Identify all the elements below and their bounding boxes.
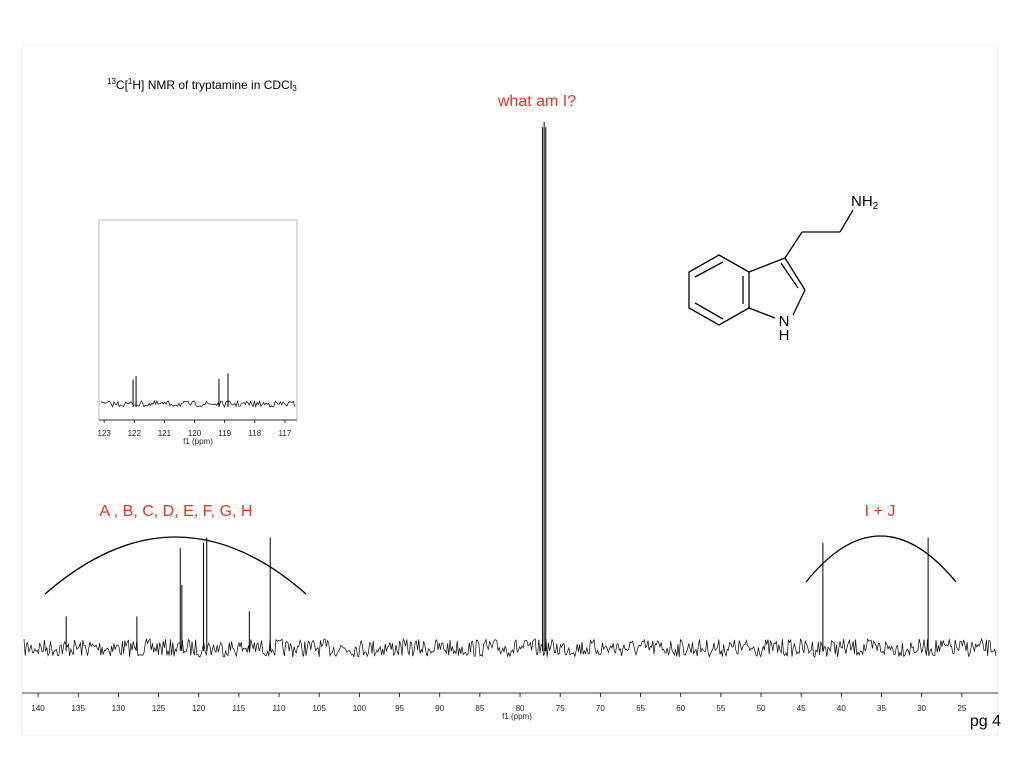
x-tick-label: 60: [676, 704, 685, 713]
x-tick-label: 30: [917, 704, 926, 713]
x-tick-label: 135: [72, 704, 86, 713]
x-tick-label: 70: [596, 704, 605, 713]
x-tick-label: 65: [636, 704, 645, 713]
chart-title: 13C[1H] NMR of tryptamine in CDCl3: [107, 77, 297, 93]
x-tick-label: 35: [877, 704, 886, 713]
x-tick-label: 40: [837, 704, 846, 713]
x-tick-label: 55: [716, 704, 725, 713]
title-sup: 13: [107, 77, 116, 86]
annotation: I + J: [865, 503, 896, 520]
annotation: A , B, C, D, E, F, G, H: [100, 503, 253, 520]
title-sup: 1: [128, 77, 133, 86]
x-tick-label: 123: [97, 429, 111, 438]
page-number: pg 4: [970, 713, 1001, 730]
bracket-arc: [805, 535, 957, 583]
x-tick-label: 130: [112, 704, 126, 713]
ring-h: H: [779, 327, 790, 344]
noise-baseline: [100, 399, 296, 408]
x-axis-label: f1 (ppm): [502, 712, 532, 721]
title-sub: 3: [292, 84, 297, 93]
x-tick-label: 80: [516, 704, 525, 713]
amine-text: NH: [851, 193, 873, 210]
inset-frame: [98, 219, 298, 421]
title-part: H] NMR of tryptamine in CDCl: [132, 78, 292, 92]
x-tick-label: 25: [957, 704, 966, 713]
x-tick-label: 122: [128, 429, 142, 438]
x-tick-label: 105: [313, 704, 327, 713]
x-tick-label: 115: [233, 704, 246, 713]
x-tick-label: 95: [395, 704, 404, 713]
noise-baseline: [23, 637, 997, 659]
x-tick-label: 110: [273, 704, 286, 713]
molecule: [688, 209, 854, 326]
x-tick-label: 119: [218, 429, 231, 438]
x-tick-label: 85: [475, 704, 484, 713]
annotation: what am I?: [497, 93, 576, 110]
x-axis-label: f1 (ppm): [183, 437, 213, 446]
x-tick-label: 120: [192, 704, 206, 713]
x-tick-label: 100: [353, 704, 367, 713]
x-tick-label: 117: [279, 429, 292, 438]
title-part: C[: [116, 78, 129, 92]
x-tick-label: 90: [435, 704, 444, 713]
x-tick-label: 121: [158, 429, 172, 438]
amine-sub: 2: [873, 201, 879, 212]
amine-label: NH2: [851, 193, 879, 212]
x-tick-label: 118: [248, 429, 261, 438]
frame: [21, 44, 999, 736]
x-tick-label: 140: [31, 704, 45, 713]
x-tick-label: 50: [757, 704, 766, 713]
x-tick-label: 125: [152, 704, 166, 713]
ring-n: N: [779, 313, 790, 330]
x-tick-label: 45: [797, 704, 806, 713]
x-tick-label: 75: [556, 704, 565, 713]
bracket-arc: [44, 536, 307, 595]
x-tick-label: 120: [188, 429, 202, 438]
